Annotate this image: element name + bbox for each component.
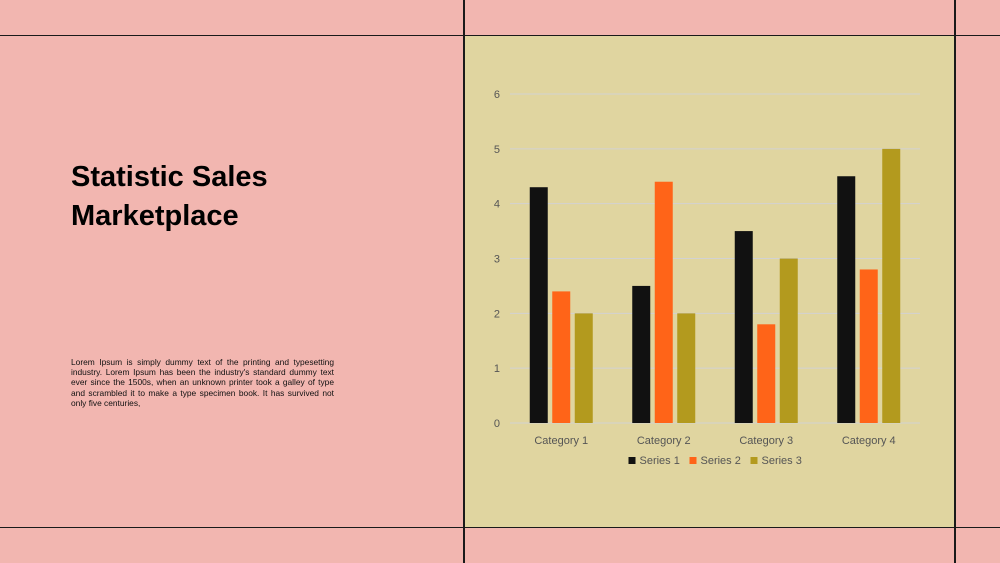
legend-label: Series 2 <box>701 455 741 467</box>
top-divider-line <box>0 35 1000 36</box>
bar-series-3-category-1 <box>574 313 593 423</box>
legend-label: Series 1 <box>640 455 680 467</box>
bar-series-2-category-3 <box>757 324 776 423</box>
y-tick-label: 3 <box>494 254 500 266</box>
y-tick-label: 0 <box>494 418 500 430</box>
bar-series-1-category-2 <box>632 285 651 423</box>
bar-series-3-category-2 <box>677 313 696 423</box>
x-tick-label: Category 1 <box>534 435 588 447</box>
right-vertical-line <box>954 0 956 563</box>
bar-series-1-category-3 <box>734 231 753 423</box>
y-tick-label: 6 <box>494 89 500 101</box>
bar-series-2-category-4 <box>859 269 878 423</box>
slide-body-text: Lorem Ipsum is simply dummy text of the … <box>71 357 334 408</box>
bar-series-2-category-2 <box>654 181 673 423</box>
y-tick-label: 2 <box>494 308 500 320</box>
bar-series-1-category-4 <box>837 176 856 423</box>
y-tick-label: 1 <box>494 363 500 375</box>
bar-series-2-category-1 <box>552 291 571 423</box>
legend-label: Series 3 <box>762 455 802 467</box>
slide-title: Statistic Sales Marketplace <box>71 161 268 232</box>
bottom-divider-line <box>0 527 1000 528</box>
bar-series-3-category-4 <box>882 148 901 423</box>
y-tick-label: 4 <box>494 199 500 211</box>
legend-swatch <box>628 457 636 464</box>
x-tick-label: Category 3 <box>739 435 793 447</box>
x-tick-label: Category 4 <box>842 435 896 447</box>
chart-panel: 0 1 2 3 4 5 6 Category 1 Category 2 Category 3 Cat… <box>465 36 955 527</box>
bar-series-1-category-1 <box>529 187 548 423</box>
x-tick-label: Category 2 <box>637 435 691 447</box>
legend-swatch <box>689 457 697 464</box>
y-tick-label: 5 <box>494 144 500 156</box>
bar-series-3-category-3 <box>779 258 798 423</box>
legend-swatch <box>750 457 758 464</box>
left-vertical-line <box>463 0 465 563</box>
bar-chart: 0 1 2 3 4 5 6 Category 1 Category 2 Category 3 Cat… <box>494 89 920 467</box>
